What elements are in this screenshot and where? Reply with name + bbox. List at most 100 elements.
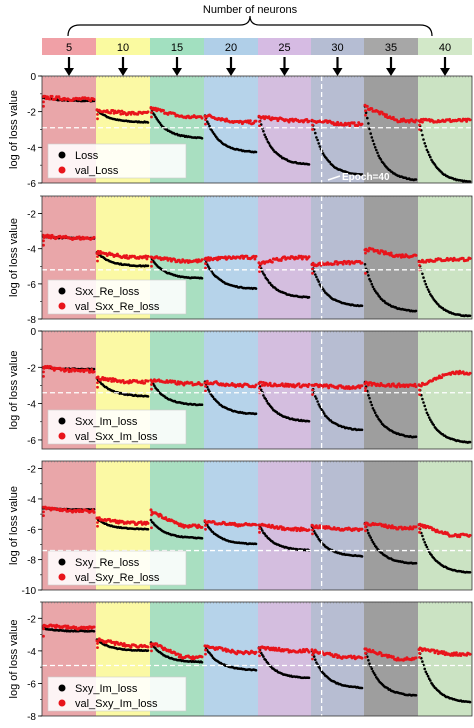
train-point-30 [317,142,321,145]
band-start-point-30 [311,267,314,271]
train-point-40 [468,571,472,574]
train-point-20 [254,669,258,672]
train-point-25 [266,279,270,282]
y-tick-label: -4 [27,245,36,256]
train-point-25 [307,163,311,166]
legend-label: Sxy_Im_loss [75,683,138,695]
y-tick-label: -6 [27,179,36,190]
train-point-40 [427,416,431,419]
train-point-35 [375,148,378,152]
train-point-40 [422,138,425,141]
train-point-40 [421,272,424,276]
legend-label: val_Sxy_Im_loss [75,698,158,710]
train-point-40 [425,285,429,289]
val-point-15 [190,381,194,385]
val-point-30 [360,527,364,531]
val-point-10 [120,109,124,113]
train-point-25 [263,133,266,136]
train-point-40 [423,279,427,283]
train-point-10 [146,649,150,652]
train-point-40 [423,404,427,408]
val-point-5 [92,625,96,629]
train-point-35 [366,116,369,120]
neuron-count-header: Number of neurons 5 10 15 20 25 30 35 40 [42,4,472,76]
val-point-25 [260,383,264,387]
val-point-10 [139,520,143,524]
y-tick-label: -2 [27,363,36,374]
train-point-35 [371,407,375,410]
train-point-40 [423,142,427,145]
val-point-20 [205,379,209,383]
band-start-point-35 [364,251,367,255]
neuron-arrow-head-35 [386,68,396,76]
train-point-35 [367,274,370,277]
band-40 [418,76,472,183]
val-point-30 [352,654,356,658]
band-30 [311,76,364,183]
y-axis-label: log of loss value [8,486,20,565]
val-point-30 [347,121,351,125]
val-point-35 [397,382,401,386]
y-tick-label: -4 [27,647,36,658]
train-point-35 [370,403,374,407]
band-start-point-25 [258,124,261,128]
val-point-25 [283,384,287,388]
val-point-15 [154,106,157,110]
train-point-40 [425,672,429,676]
train-point-35 [373,673,377,677]
val-point-20 [223,647,227,651]
val-point-35 [391,115,395,119]
train-point-40 [425,148,429,152]
band-start-point-30 [311,528,314,532]
band-start-point-35 [364,109,367,113]
y-tick-label: -8 [27,556,36,567]
train-point-35 [369,400,373,404]
val-point-25 [300,257,304,261]
neuron-label-40: 40 [439,42,451,54]
band-35 [364,76,418,183]
train-point-20 [210,129,214,132]
band-start-point-5 [42,243,45,247]
panel-3: 0 -2 -4 -6 log of loss value Sxx_Im_loss val_S… [8,327,473,450]
val-point-10 [146,521,150,525]
train-point-35 [372,142,376,146]
train-point-40 [426,413,430,417]
neuron-arrow-head-25 [279,68,290,76]
band-start-point-35 [364,386,367,390]
band-start-point-5 [42,510,45,514]
val-point-25 [283,255,287,259]
val-point-30 [360,122,364,126]
val-point-35 [378,384,382,388]
train-point-20 [210,270,214,273]
val-point-25 [291,383,295,387]
train-point-15 [153,384,156,388]
train-point-25 [307,676,311,680]
val-point-30 [311,261,315,265]
val-point-35 [395,385,399,389]
band-start-point-5 [42,374,45,378]
val-point-10 [146,254,150,258]
val-point-5 [92,510,96,514]
band-start-point-35 [364,113,367,117]
val-point-40 [432,648,436,652]
legend-marker [58,287,66,295]
y-tick-label: -4 [27,495,36,506]
train-point-35 [370,538,374,542]
train-point-40 [468,700,472,704]
train-point-30 [360,555,364,558]
train-point-35 [370,282,374,286]
val-point-25 [297,382,301,386]
band-start-point-35 [364,651,367,655]
band-30 [311,331,364,449]
val-point-20 [253,257,257,261]
train-point-40 [432,423,436,427]
band-start-point-15 [150,264,153,268]
val-point-5 [89,370,93,374]
train-point-25 [263,532,266,535]
val-point-20 [223,255,227,259]
train-point-30 [328,160,332,164]
val-point-35 [389,251,393,255]
val-point-10 [129,645,133,649]
train-point-35 [376,292,379,296]
y-axis-label: log of loss value [8,620,20,699]
